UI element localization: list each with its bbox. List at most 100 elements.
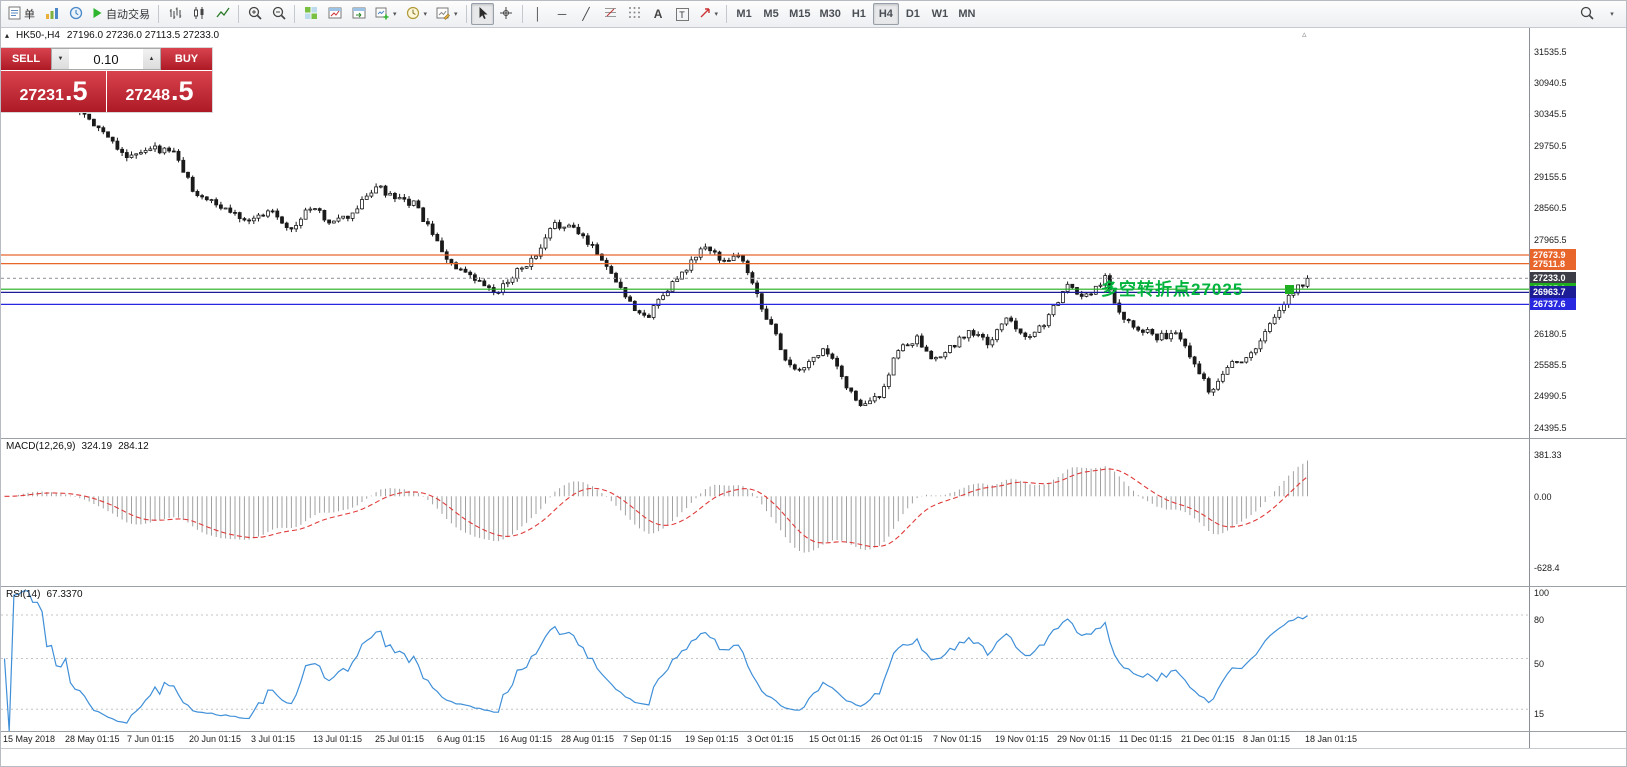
templates-button[interactable]: ▾: [432, 3, 462, 25]
time-label: 26 Oct 01:15: [871, 734, 923, 744]
price-tick: 30345.5: [1534, 109, 1567, 120]
text-button[interactable]: A: [647, 3, 670, 25]
time-label: 18 Jan 01:15: [1305, 734, 1358, 744]
macd-main-value: 324.19: [81, 441, 113, 452]
chart-ohlc-values: 27196.0 27236.0 27113.5 27233.0: [66, 30, 220, 41]
chart-collapse-icon[interactable]: ▴: [5, 31, 10, 40]
rsi-axis-tick: 50: [1534, 658, 1545, 669]
line-chart-button[interactable]: [211, 3, 234, 25]
time-label: 29 Nov 01:15: [1057, 734, 1111, 744]
volume-decrease-button[interactable]: ▼: [52, 49, 69, 69]
new-order-button[interactable]: 单: [4, 3, 39, 25]
line-selection-handle[interactable]: [1285, 284, 1294, 294]
timeframe-h1-button[interactable]: H1: [846, 3, 872, 25]
volume-input[interactable]: [69, 49, 143, 69]
chart-shift-marker[interactable]: ▵: [1302, 29, 1307, 39]
timeframe-m15-button[interactable]: M15: [785, 3, 814, 25]
timeframe-group: M1 M5 M15 M30 H1 H4 D1 W1 MN: [731, 3, 980, 25]
zoom-in-button[interactable]: [243, 3, 266, 25]
sell-price-button[interactable]: 27231 .5: [1, 71, 106, 112]
chart-annotation[interactable]: 多空转折点27025: [1101, 280, 1244, 299]
price-axis[interactable]: 31535.5 30940.5 30345.5 29750.5 29155.5 28560…: [1529, 28, 1626, 749]
time-label: 7 Nov 01:15: [933, 734, 982, 744]
fibonacci-button[interactable]: [599, 3, 622, 25]
search-button[interactable]: [1575, 3, 1598, 25]
window-bottom-edge: [1, 748, 1626, 749]
trendline-icon: ╱: [582, 7, 590, 21]
zoom-in-icon: [248, 6, 262, 23]
price-line-tag: 27511.8: [1530, 257, 1576, 270]
arrows-button[interactable]: ▾: [695, 3, 723, 25]
toolbar-separator: [238, 5, 239, 23]
timeframe-mn-button[interactable]: MN: [954, 3, 980, 25]
horizontal-line-button[interactable]: ─: [551, 3, 574, 25]
buy-price-pip: .5: [170, 76, 194, 107]
cursor-icon: [476, 6, 488, 23]
macd-panel-canvas[interactable]: [1, 438, 1529, 586]
vertical-line-icon: │: [534, 7, 542, 21]
timeframe-w1-button[interactable]: W1: [927, 3, 953, 25]
macd-axis-tick: -628.4: [1534, 562, 1560, 573]
text-label-button[interactable]: T: [671, 3, 694, 25]
fibonacci-icon: [604, 6, 617, 22]
tile-windows-icon: [304, 6, 318, 23]
candlestick-icon: [192, 6, 206, 23]
rsi-axis-tick: 100: [1534, 588, 1550, 598]
trendline-button[interactable]: ╱: [575, 3, 598, 25]
rsi-panel-canvas[interactable]: [1, 586, 1529, 731]
time-label: 6 Aug 01:15: [437, 734, 486, 744]
time-axis[interactable]: 15 May 2018 28 May 01:15 7 Jun 01:15 20 Jun…: [1, 732, 1529, 748]
volume-increase-button[interactable]: ▲: [143, 49, 160, 69]
macd-label: MACD(12,26,9) 324.19 284.12: [6, 441, 149, 452]
tile-windows-button[interactable]: [299, 3, 322, 25]
indicator-window-icon: [328, 6, 342, 23]
history-center-button[interactable]: [64, 3, 87, 25]
rsi-axis-tick: 80: [1534, 615, 1545, 625]
bar-chart-button[interactable]: [163, 3, 186, 25]
indicator-window-button[interactable]: [323, 3, 346, 25]
time-label: 7 Jun 01:15: [127, 734, 175, 744]
toolbar-overflow-button[interactable]: ▾: [1600, 3, 1623, 25]
panel-separator[interactable]: [1, 586, 1626, 587]
time-label: 7 Sep 01:15: [623, 734, 672, 744]
timeframe-m5-button[interactable]: M5: [758, 3, 784, 25]
time-label: 21 Dec 01:15: [1181, 734, 1235, 744]
buy-button[interactable]: BUY: [161, 48, 212, 70]
zoom-out-button[interactable]: [267, 3, 290, 25]
timeframe-d1-button[interactable]: D1: [900, 3, 926, 25]
vertical-line-button[interactable]: │: [527, 3, 550, 25]
price-tick: 31535.5: [1534, 46, 1567, 57]
price-tick: 27965.5: [1534, 234, 1567, 245]
toolbar-separator: [294, 5, 295, 23]
chevron-down-icon: ▾: [1610, 11, 1614, 18]
line-chart-icon: [215, 6, 230, 23]
time-label: 3 Oct 01:15: [747, 734, 794, 744]
time-label: 19 Sep 01:15: [685, 734, 739, 744]
autotrading-button[interactable]: 自动交易: [88, 3, 154, 25]
dropdown-caret-icon: ▾: [423, 11, 428, 18]
channel-button[interactable]: [623, 3, 646, 25]
sell-price-pip: .5: [64, 76, 88, 107]
timeframe-h4-button[interactable]: H4: [872, 3, 899, 25]
crosshair-icon: [499, 6, 513, 23]
candlestick-chart-button[interactable]: [187, 3, 210, 25]
buy-price-button[interactable]: 27248 .5: [107, 71, 212, 112]
crosshair-button[interactable]: [495, 3, 518, 25]
periods-button[interactable]: ▾: [402, 3, 432, 25]
time-label: 28 Aug 01:15: [561, 734, 615, 744]
new-chart-button[interactable]: ▾: [371, 3, 401, 25]
sell-button[interactable]: SELL: [1, 48, 51, 70]
dropdown-caret-icon: ▾: [714, 11, 719, 18]
panel-separator[interactable]: [1, 438, 1626, 439]
price-tick: 29750.5: [1534, 140, 1567, 151]
charts-button[interactable]: [40, 3, 63, 25]
cursor-button[interactable]: [470, 3, 494, 25]
timeframe-m30-button[interactable]: M30: [815, 3, 844, 25]
autotrading-play-icon: [92, 7, 103, 22]
text-label-icon: T: [675, 7, 689, 21]
main-chart-canvas[interactable]: [1, 28, 1529, 438]
timeframe-m1-button[interactable]: M1: [731, 3, 757, 25]
rsi-axis-tick: 15: [1534, 709, 1545, 720]
chart-shift-window-button[interactable]: [347, 3, 370, 25]
